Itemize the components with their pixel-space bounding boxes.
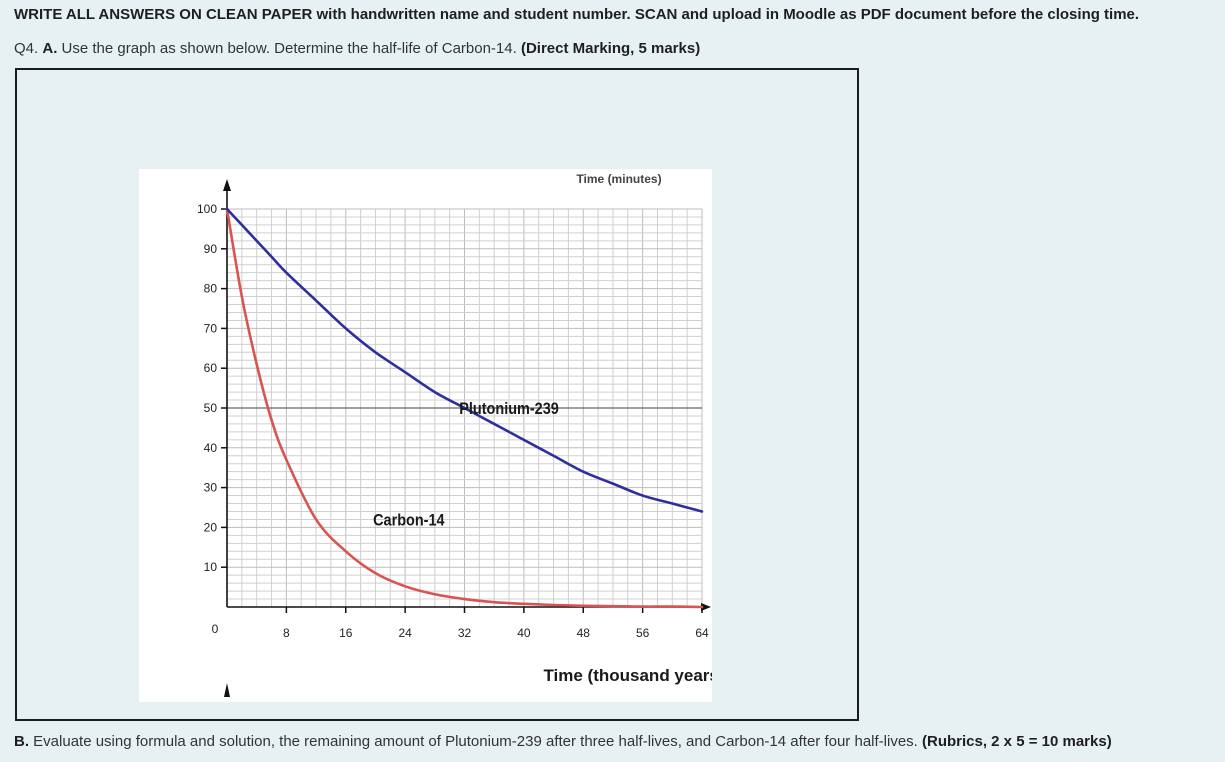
y-tick-label: 60	[204, 361, 218, 375]
chart-panel: 10 20 30 40 50 60 70 80 90 100 0 8 16 24 32 40 48 56 64 Car…	[139, 169, 712, 702]
y-tick-label: 10	[204, 560, 218, 574]
curve-label: Plutonium-239	[459, 400, 559, 418]
x-axis-title: Time (thousand years)	[543, 666, 712, 685]
question-b-marks: (Rubrics, 2 x 5 = 10 marks)	[922, 733, 1112, 750]
series-line-carbon-14	[225, 207, 704, 609]
x-tick-label: 48	[577, 626, 591, 640]
x-tick-label: 16	[339, 626, 353, 640]
y-tick-label: 90	[204, 242, 218, 256]
y-tick-label: 100	[197, 202, 217, 216]
series-line-plutonium-239	[225, 207, 704, 513]
decay-chart: 10 20 30 40 50 60 70 80 90 100 0 8 16 24 32 40 48 56 64 Car…	[197, 172, 712, 697]
question-b-text: Evaluate using formula and solution, the…	[33, 733, 918, 750]
question-b-part-label: B.	[14, 733, 29, 750]
y-tick-label: 20	[204, 520, 218, 534]
y-tick-label: 80	[204, 282, 218, 296]
top-cutoff-label: Time (minutes)	[576, 172, 661, 186]
question-text: Use the graph as shown below. Determine …	[61, 40, 517, 57]
y-tick-label: 40	[204, 441, 218, 455]
stray-arrow-mark	[224, 683, 230, 697]
origin-label: 0	[212, 622, 219, 636]
question-a: Q4. A. Use the graph as shown below. Det…	[14, 40, 700, 57]
x-tick-label: 24	[398, 626, 412, 640]
question-number: Q4.	[14, 40, 39, 57]
curve-label: Carbon-14	[373, 511, 445, 529]
question-part-label: A.	[42, 40, 58, 57]
x-tick-label: 64	[695, 626, 709, 640]
y-tick-label: 70	[204, 321, 218, 335]
y-axis-arrow	[223, 179, 231, 191]
x-tick-label: 8	[283, 626, 290, 640]
figure-frame: 10 20 30 40 50 60 70 80 90 100 0 8 16 24 32 40 48 56 64 Car…	[15, 68, 859, 721]
instructions-banner: WRITE ALL ANSWERS ON CLEAN PAPER with ha…	[14, 6, 1140, 23]
x-axis-arrow	[701, 603, 711, 611]
x-tick-label: 32	[458, 626, 472, 640]
question-marks: (Direct Marking, 5 marks)	[520, 40, 701, 57]
x-tick-label: 56	[636, 626, 650, 640]
x-tick-label: 40	[517, 626, 531, 640]
y-tick-label: 30	[204, 481, 218, 495]
question-b: B. Evaluate using formula and solution, …	[14, 733, 1112, 750]
y-tick-label: 50	[204, 401, 218, 415]
